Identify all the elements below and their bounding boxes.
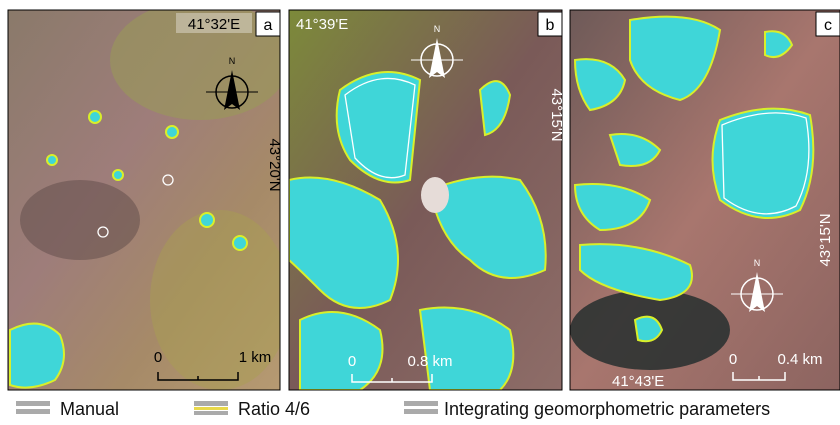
scale-end: 1 km [239, 349, 272, 366]
longitude: 41°39'E [296, 16, 348, 33]
latitude: 43°15'N [548, 88, 565, 141]
longitude: 41°43'E [612, 373, 664, 390]
figure: a 41°32'E 43°20'N N 0 1 km b 41°39'E 43°… [0, 0, 840, 420]
legend-label: Ratio 4/6 [238, 399, 310, 419]
legend-label: Integrating geomorphometric parameters [444, 399, 770, 419]
scale-start: 0 [729, 351, 737, 368]
panel-b: b 41°39'E 43°15'N N 0 0.8 km [289, 10, 565, 390]
scale-start: 0 [154, 349, 162, 366]
scale-end: 0.8 km [407, 353, 452, 370]
panel-c: c 43°15'N 41°43'E N 0 0.4 km [570, 10, 840, 390]
panel-label: c [824, 17, 832, 34]
north-label: N [434, 24, 441, 34]
latitude: 43°15'N [817, 213, 834, 266]
legend-label: Manual [60, 399, 119, 419]
longitude: 41°32'E [188, 16, 240, 33]
north-label: N [229, 56, 236, 66]
scale-end: 0.4 km [777, 351, 822, 368]
panel-label: b [546, 17, 555, 34]
panel-a: a 41°32'E 43°20'N N 0 1 km [8, 0, 290, 390]
north-label: N [754, 258, 761, 268]
panel-label: a [264, 17, 273, 34]
latitude: 43°20'N [266, 138, 283, 191]
scale-start: 0 [348, 353, 356, 370]
legend: Manual Ratio 4/6 Integrating geomorphome… [16, 399, 770, 419]
